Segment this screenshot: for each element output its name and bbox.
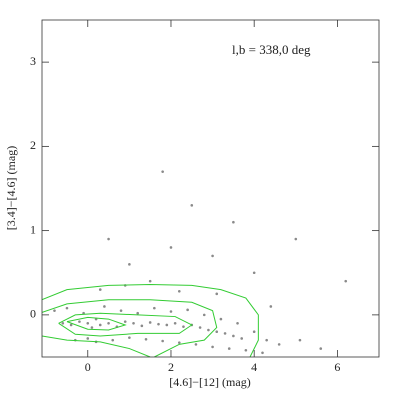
point — [86, 322, 90, 325]
contour — [42, 299, 218, 357]
y-axis-label: [3.4]−[4.6] (mag) — [4, 146, 18, 230]
point — [202, 313, 206, 317]
point — [173, 322, 177, 325]
point — [232, 334, 235, 338]
point — [227, 347, 231, 350]
point — [186, 308, 189, 312]
point — [157, 322, 160, 326]
point — [252, 330, 256, 334]
point — [344, 279, 348, 283]
point — [177, 341, 181, 344]
point — [78, 320, 81, 323]
contour — [42, 284, 259, 357]
point — [215, 292, 219, 296]
point — [169, 310, 173, 313]
point — [182, 325, 185, 328]
point — [140, 324, 144, 328]
point — [98, 288, 102, 291]
point — [161, 170, 164, 173]
point — [136, 311, 139, 315]
contour — [42, 335, 151, 357]
point — [69, 323, 73, 327]
y-tick-label: 0 — [30, 307, 36, 321]
point — [107, 322, 110, 325]
point — [165, 323, 169, 327]
contour — [58, 312, 193, 337]
point — [65, 306, 69, 310]
x-axis-label: [4.6]−[12] (mag) — [169, 375, 250, 389]
point — [111, 338, 115, 342]
point — [144, 338, 148, 341]
point — [119, 309, 123, 312]
point — [90, 326, 94, 329]
point — [219, 317, 223, 321]
y-tick-label: 2 — [30, 138, 36, 152]
x-tick-label: 2 — [168, 360, 174, 374]
point — [261, 351, 264, 355]
point — [198, 326, 202, 329]
point — [190, 204, 194, 207]
point — [177, 289, 181, 293]
point — [61, 322, 65, 325]
point — [123, 320, 127, 323]
point — [86, 337, 90, 340]
point — [161, 339, 164, 343]
point — [298, 338, 302, 342]
point — [128, 336, 131, 339]
point — [194, 343, 198, 346]
point — [128, 263, 131, 266]
y-tick-label: 1 — [30, 222, 36, 236]
point — [244, 348, 248, 352]
point — [223, 332, 227, 335]
point — [294, 237, 298, 241]
point — [107, 237, 110, 241]
point — [232, 220, 235, 224]
point — [132, 322, 135, 325]
point — [240, 337, 244, 340]
point — [319, 347, 323, 350]
point — [98, 323, 102, 327]
x-tick-label: 4 — [251, 360, 257, 374]
axes-frame — [41, 19, 380, 358]
point — [169, 246, 173, 249]
point — [236, 322, 239, 325]
point — [211, 254, 214, 258]
point — [103, 305, 106, 308]
point — [148, 321, 152, 324]
point — [215, 330, 219, 334]
point — [153, 306, 156, 310]
x-tick-label: 6 — [334, 360, 340, 374]
contour — [66, 316, 127, 331]
point — [207, 328, 210, 332]
plot-area — [42, 170, 348, 357]
point — [252, 271, 256, 275]
point — [53, 309, 56, 312]
point — [148, 279, 152, 283]
point — [277, 343, 281, 346]
x-tick-label: 0 — [85, 360, 91, 374]
annotation: l,b = 338,0 deg — [232, 42, 311, 57]
point — [211, 345, 214, 349]
y-tick-label: 3 — [30, 54, 36, 68]
point — [269, 305, 273, 308]
point — [265, 338, 268, 342]
